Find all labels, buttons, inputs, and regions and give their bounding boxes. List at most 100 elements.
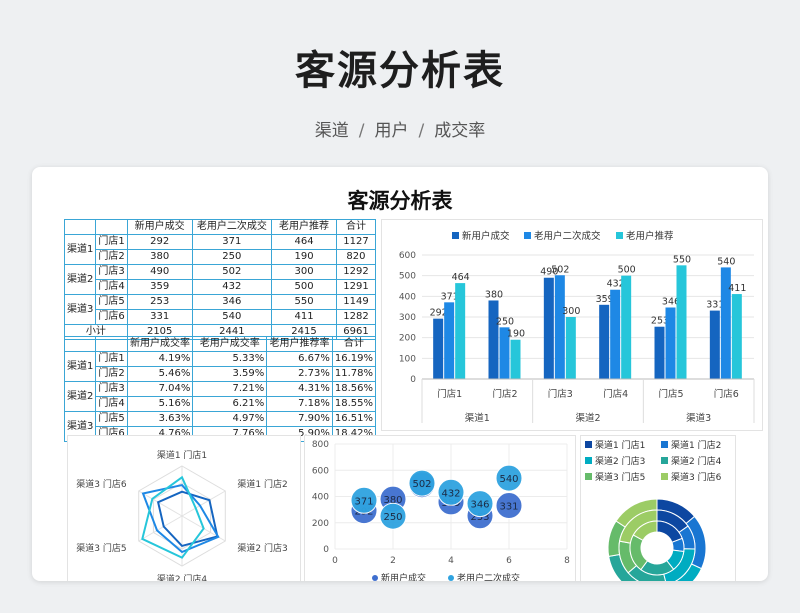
legend-swatch [448, 575, 454, 581]
store-cell[interactable]: 门店5 [95, 294, 128, 310]
legend-label: 老用户二次成交 [534, 230, 601, 242]
table-cell[interactable]: 4.19% [126, 351, 194, 367]
legend-swatch [661, 473, 668, 480]
legend-swatch [661, 457, 668, 464]
conversion-rate-table: 新用户成交率 老用户成交率 老用户推荐率 合计 渠道1 门店1 4.19% 5.… [63, 336, 377, 442]
column-header[interactable]: 新用户成交 [126, 219, 193, 235]
bubble-label: 502 [412, 479, 431, 490]
table-cell[interactable]: 7.04% [126, 381, 194, 397]
table-cell[interactable]: 820 [335, 249, 377, 265]
scatter-chart-panel[interactable]: 0200400600800024682923804903592533313712… [304, 435, 576, 581]
column-header[interactable]: 合计 [331, 336, 377, 352]
table-cell[interactable]: 16.51% [331, 411, 377, 427]
table-cell[interactable]: 300 [271, 264, 337, 280]
channel-cell[interactable]: 渠道2 [63, 381, 97, 412]
column-header[interactable]: 新用户成交率 [126, 336, 194, 352]
table-cell[interactable]: 411 [271, 309, 337, 325]
table-cell[interactable]: 18.55% [331, 396, 377, 412]
channel-cell[interactable]: 渠道1 [63, 234, 97, 265]
table-cell[interactable]: 16.19% [331, 351, 377, 367]
bar [676, 265, 687, 379]
table-cell[interactable]: 5.16% [126, 396, 194, 412]
table-cell[interactable]: 540 [191, 309, 273, 325]
channel-cell[interactable]: 渠道2 [63, 264, 97, 295]
table-cell[interactable]: 7.18% [266, 396, 333, 412]
radar-chart: 渠道1 门店1 渠道1 门店2 渠道2 门店3 渠道2 门店4 渠道3 门店5 渠道3 门… [76, 449, 288, 581]
table-cell[interactable]: 7.90% [266, 411, 333, 427]
data-label: 253 [651, 316, 669, 327]
channel-cell[interactable]: 渠道1 [63, 351, 97, 382]
table-cell[interactable]: 1291 [335, 279, 377, 295]
store-cell[interactable]: 门店4 [95, 279, 128, 295]
table-cell[interactable]: 5.46% [126, 366, 194, 382]
table-cell[interactable]: 490 [126, 264, 193, 280]
column-header[interactable]: 老用户二次成交 [191, 219, 273, 235]
table-cell[interactable]: 2.73% [266, 366, 333, 382]
table-cell[interactable] [95, 219, 128, 235]
table-cell[interactable]: 6.67% [266, 351, 333, 367]
radar-axis [181, 490, 226, 517]
sheet-title: 客源分析表 [347, 189, 453, 213]
table-cell[interactable]: 250 [191, 249, 273, 265]
store-cell[interactable]: 门店3 [95, 264, 128, 280]
store-cell[interactable]: 门店1 [95, 351, 128, 367]
column-header[interactable]: 老用户推荐率 [266, 336, 333, 352]
table-cell[interactable]: 380 [126, 249, 193, 265]
store-cell[interactable]: 门店3 [95, 381, 128, 397]
table-cell[interactable]: 500 [271, 279, 337, 295]
table-cell[interactable]: 292 [126, 234, 193, 250]
table-cell[interactable]: 464 [271, 234, 337, 250]
store-cell[interactable]: 门店4 [95, 396, 128, 412]
table-cell[interactable]: 432 [191, 279, 273, 295]
store-cell[interactable]: 门店2 [95, 366, 128, 382]
bubble-label: 432 [441, 488, 460, 499]
channel-cell[interactable]: 渠道3 [63, 294, 97, 325]
data-label: 500 [618, 265, 636, 276]
table-cell[interactable]: 11.78% [331, 366, 377, 382]
column-header[interactable]: 老用户推荐 [271, 219, 337, 235]
table-cell[interactable]: 359 [126, 279, 193, 295]
table-cell[interactable]: 331 [126, 309, 193, 325]
donut-chart-panel[interactable]: 渠道1 门店1 渠道1 门店2 渠道2 门店3 渠道2 门店4 渠道3 门店5 渠道3 门… [580, 435, 736, 581]
table-cell[interactable]: 1292 [335, 264, 377, 280]
subtitle-separator: / [418, 121, 425, 141]
table-cell[interactable]: 7.21% [192, 381, 268, 397]
table-cell[interactable]: 502 [191, 264, 273, 280]
table-cell[interactable]: 6.21% [192, 396, 268, 412]
data-label: 432 [607, 279, 625, 290]
radar-axis-label: 渠道1 门店2 [237, 478, 287, 490]
radar-chart-panel[interactable]: 渠道1 门店1 渠道1 门店2 渠道2 门店3 渠道2 门店4 渠道3 门店5 渠道3 门… [67, 435, 301, 581]
data-label: 411 [728, 283, 746, 294]
column-header[interactable]: 老用户成交率 [192, 336, 268, 352]
table-cell[interactable]: 5.33% [192, 351, 268, 367]
table-cell[interactable]: 3.59% [192, 366, 268, 382]
legend-label: 渠道1 门店2 [671, 439, 721, 451]
bar-chart-panel[interactable]: 0 100 200 300 400 500 600 新用户成交 老用户二次成交 老用户推荐 292 3… [381, 219, 763, 431]
store-cell[interactable]: 门店2 [95, 249, 128, 265]
table-cell[interactable]: 4.97% [192, 411, 268, 427]
column-header[interactable]: 合计 [335, 219, 377, 235]
table-cell[interactable]: 371 [191, 234, 273, 250]
bubble [495, 464, 523, 492]
store-cell[interactable]: 门店1 [95, 234, 128, 250]
table-cell[interactable]: 1127 [335, 234, 377, 250]
radar-axis [138, 490, 183, 517]
table-cell[interactable]: 3.63% [126, 411, 194, 427]
table-cell[interactable]: 190 [271, 249, 337, 265]
table-cell[interactable]: 346 [191, 294, 273, 310]
table-cell[interactable]: 18.56% [331, 381, 377, 397]
bar [709, 310, 720, 379]
y-tick-label: 200 [312, 519, 329, 529]
table-cell[interactable]: 253 [126, 294, 193, 310]
x-tick-label: 4 [448, 556, 454, 566]
table-cell[interactable]: 1282 [335, 309, 377, 325]
store-cell[interactable]: 门店6 [95, 309, 128, 325]
table-cell[interactable] [63, 219, 97, 235]
table-cell[interactable]: 1149 [335, 294, 377, 310]
table-cell[interactable] [63, 336, 97, 352]
bubble [350, 486, 378, 514]
table-cell[interactable]: 550 [271, 294, 337, 310]
table-cell[interactable]: 4.31% [266, 381, 333, 397]
store-cell[interactable]: 门店5 [95, 411, 128, 427]
table-cell[interactable] [95, 336, 128, 352]
